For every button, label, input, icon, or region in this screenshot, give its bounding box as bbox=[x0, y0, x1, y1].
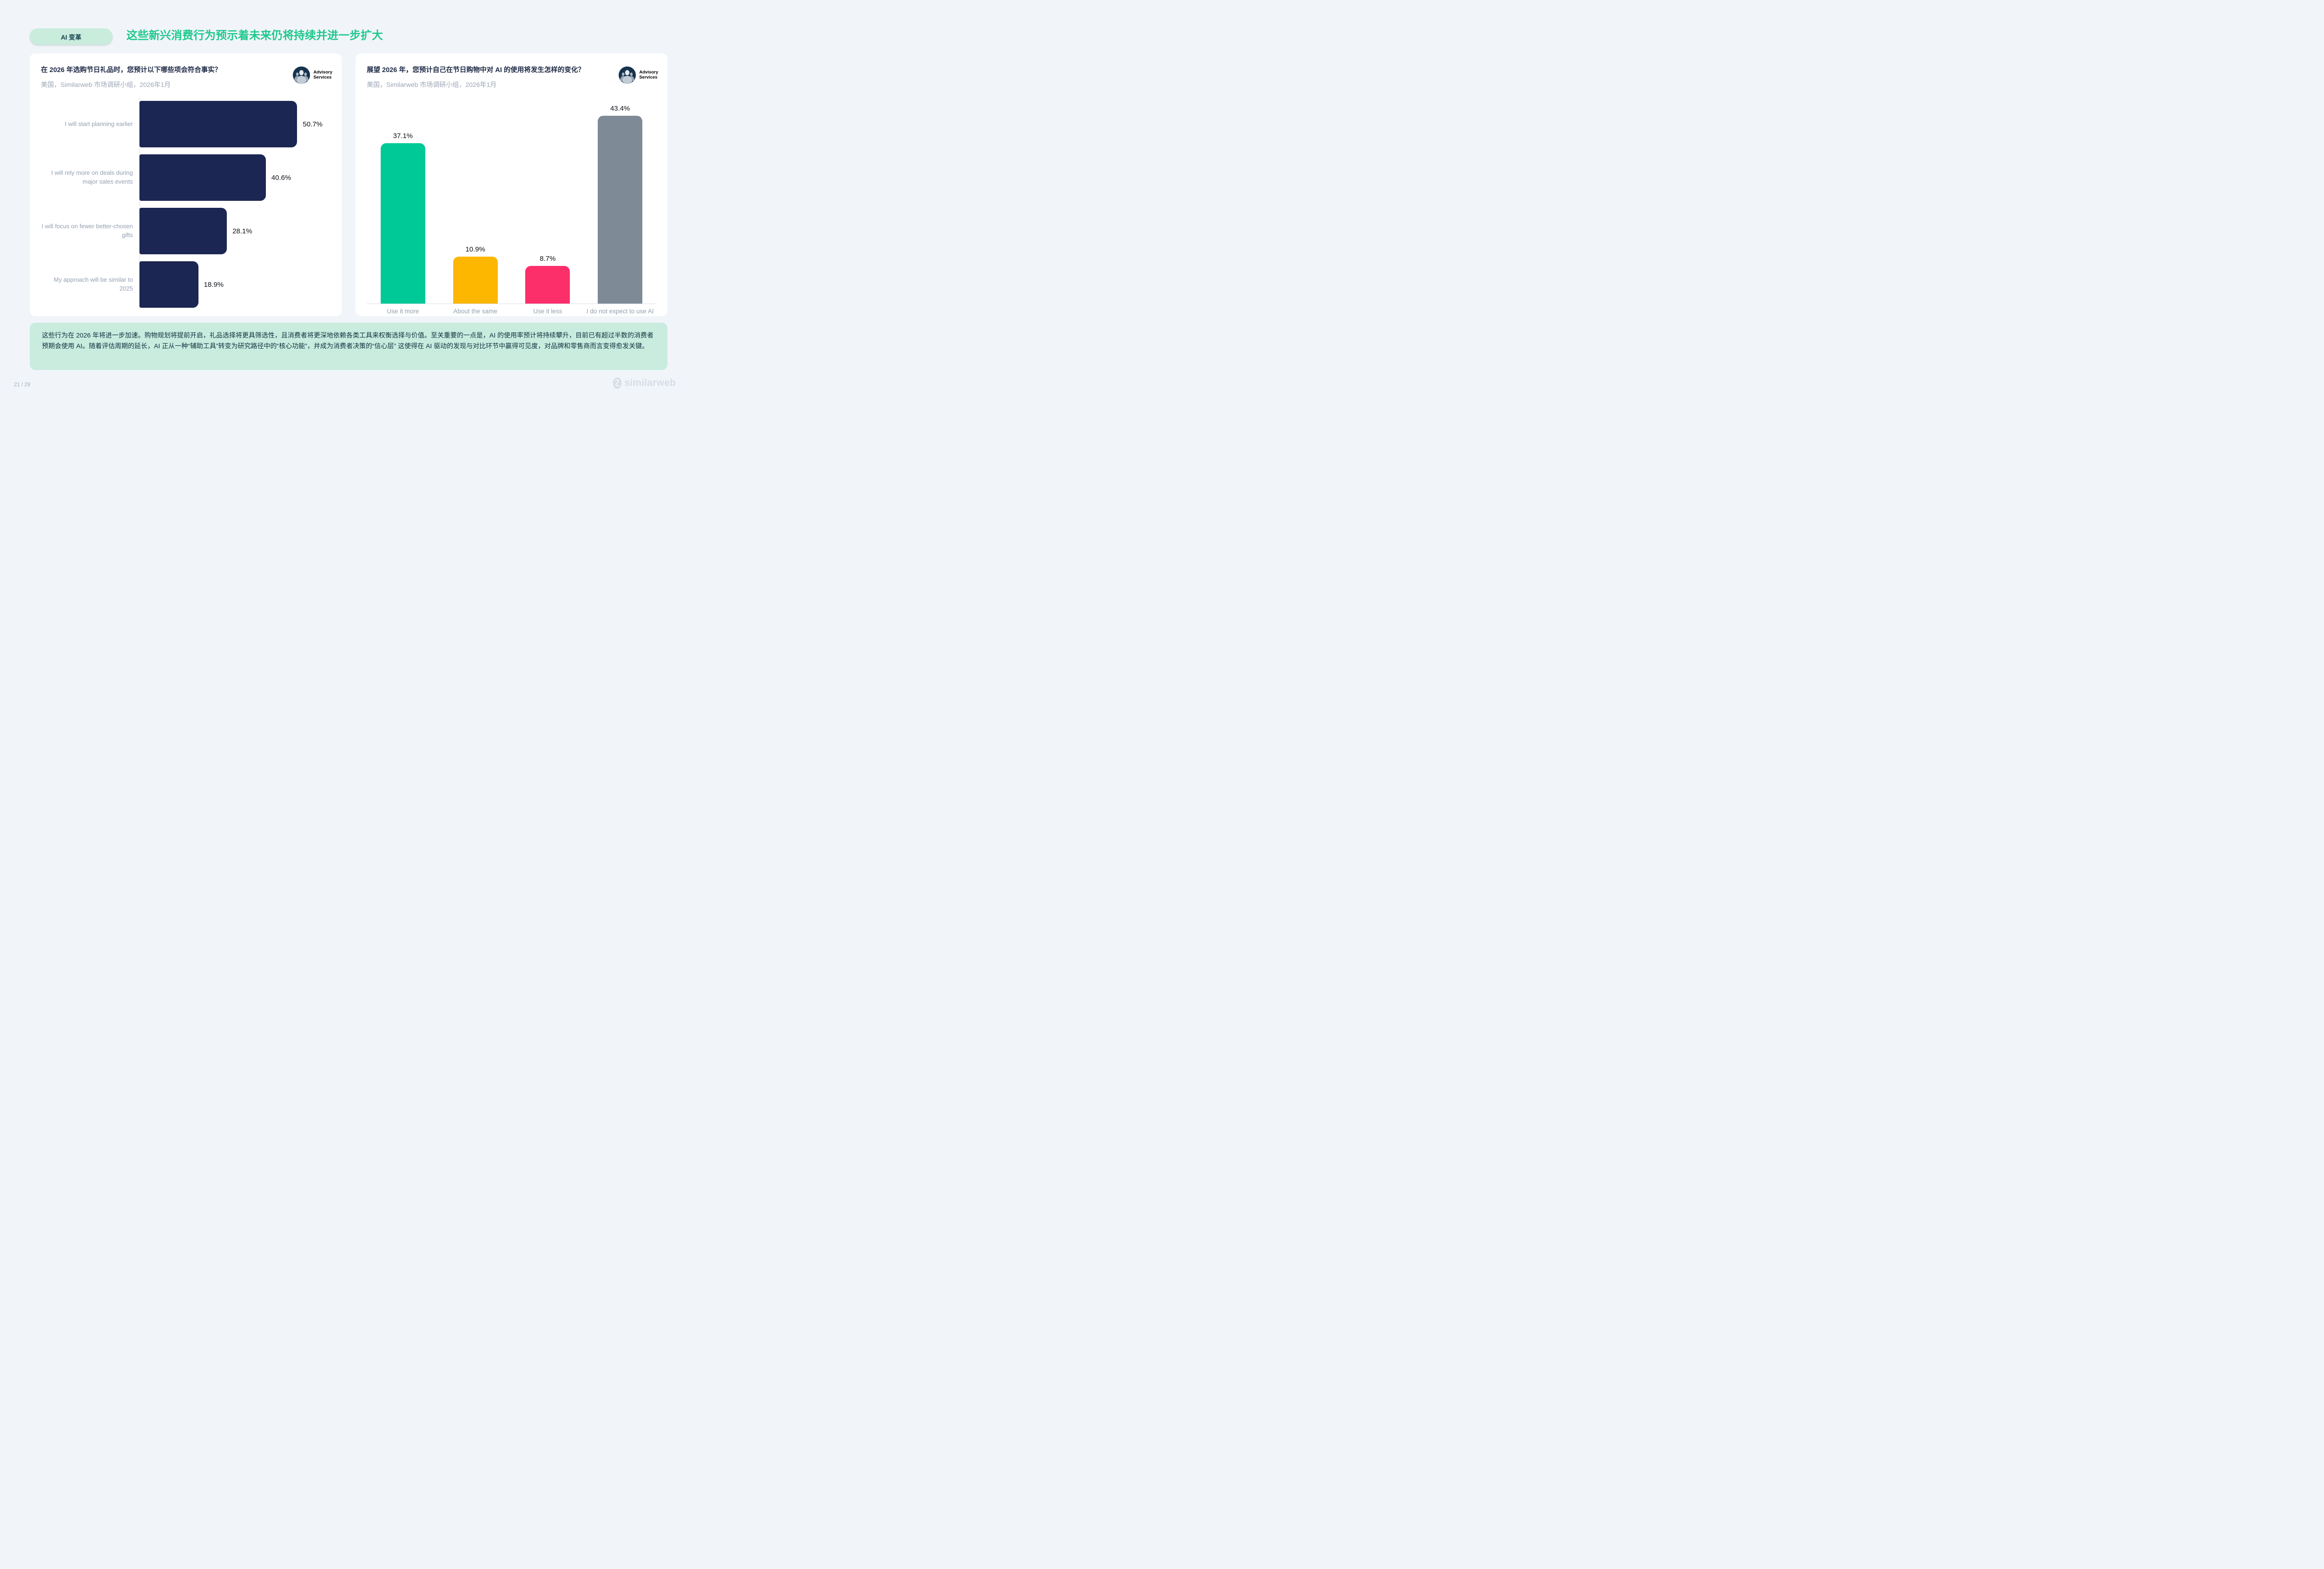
similarweb-wordmark: similarweb bbox=[624, 377, 676, 388]
vertical-bar-chart: 37.1% 10.9% 8.7% 43.4% bbox=[367, 105, 656, 304]
value-label: 43.4% bbox=[610, 105, 630, 113]
bar bbox=[598, 116, 643, 304]
advisory-label-line1: Advisory bbox=[313, 69, 332, 75]
bar-row: I will rely more on deals during major s… bbox=[41, 154, 332, 201]
left-chart-card: 在 2026 年选购节日礼品时，您预计以下哪些项会符合事实？ 美国，Simila… bbox=[30, 53, 342, 316]
left-question: 在 2026 年选购节日礼品时，您预计以下哪些项会符合事实？ bbox=[41, 66, 222, 74]
value-label: 10.9% bbox=[465, 245, 485, 253]
left-source: 美国，Similarweb 市场调研小组，2026年1月 bbox=[41, 81, 171, 89]
bar-column: 8.7% bbox=[512, 105, 584, 304]
page-number: 21 / 29 bbox=[14, 382, 31, 388]
advisory-services-logo: Advisory Services bbox=[619, 66, 658, 84]
category-label: I will focus on fewer better-chosen gift… bbox=[41, 223, 133, 238]
summary-text: 这些行为在 2026 年将进一步加速。购物规划将提前开启，礼品选择将更具筛选性，… bbox=[42, 331, 654, 350]
category-label: Use it less bbox=[533, 308, 562, 315]
advisory-services-logo: Advisory Services bbox=[293, 66, 332, 84]
value-label: 37.1% bbox=[393, 132, 413, 140]
bar bbox=[453, 256, 498, 304]
similarweb-icon bbox=[613, 377, 622, 389]
bar-row: My approach will be similar to 2025 18.9… bbox=[41, 261, 332, 308]
bar-column: 10.9% bbox=[439, 105, 512, 304]
value-label: 50.7% bbox=[303, 120, 323, 128]
right-card-header: 展望 2026 年，您预计自己在节日购物中对 AI 的使用将发生怎样的变化？ 美… bbox=[356, 53, 667, 89]
slide: AI 变革 这些新兴消费行为预示着未来仍将持续并进一步扩大 在 2026 年选购… bbox=[0, 0, 697, 392]
section-badge-label: AI 变革 bbox=[60, 33, 82, 41]
bar bbox=[525, 266, 570, 304]
bar bbox=[139, 208, 227, 254]
x-axis-labels: Use it more About the same Use it less I… bbox=[367, 308, 656, 315]
bar-row: I will focus on fewer better-chosen gift… bbox=[41, 208, 332, 254]
right-source: 美国，Similarweb 市场调研小组，2026年1月 bbox=[367, 81, 497, 89]
section-badge: AI 变革 bbox=[30, 28, 112, 45]
advisory-people-icon bbox=[293, 66, 310, 84]
bar-column: 37.1% bbox=[367, 105, 439, 304]
horizontal-bar-chart: I will start planning earlier 50.7% I wi… bbox=[41, 97, 332, 310]
bar bbox=[380, 143, 425, 304]
advisory-label-line1: Advisory bbox=[639, 69, 658, 75]
bar bbox=[139, 154, 266, 201]
summary-box: 这些行为在 2026 年将进一步加速。购物规划将提前开启，礼品选择将更具筛选性，… bbox=[30, 323, 667, 370]
category-label: About the same bbox=[453, 308, 497, 315]
left-card-header: 在 2026 年选购节日礼品时，您预计以下哪些项会符合事实？ 美国，Simila… bbox=[30, 53, 342, 89]
y-axis-line bbox=[139, 97, 140, 310]
value-label: 28.1% bbox=[232, 227, 252, 235]
category-label: I do not expect to use AI bbox=[586, 308, 654, 315]
value-label: 18.9% bbox=[204, 280, 224, 289]
advisory-label-line2: Services bbox=[313, 74, 332, 80]
advisory-people-icon bbox=[619, 66, 636, 84]
similarweb-logo: similarweb bbox=[613, 377, 676, 389]
category-label: My approach will be similar to 2025 bbox=[53, 276, 133, 292]
value-label: 40.6% bbox=[271, 173, 291, 182]
right-question: 展望 2026 年，您预计自己在节日购物中对 AI 的使用将发生怎样的变化？ bbox=[367, 66, 585, 74]
value-label: 8.7% bbox=[540, 255, 556, 263]
page-title: 这些新兴消费行为预示着未来仍将持续并进一步扩大 bbox=[126, 29, 383, 42]
bar-row: I will start planning earlier 50.7% bbox=[41, 101, 332, 147]
bar bbox=[139, 261, 198, 308]
advisory-label-line2: Services bbox=[639, 74, 658, 80]
category-label: I will start planning earlier bbox=[65, 120, 133, 127]
bar-column: 43.4% bbox=[584, 105, 656, 304]
bar bbox=[139, 101, 297, 147]
category-label: Use it more bbox=[387, 308, 419, 315]
right-chart-card: 展望 2026 年，您预计自己在节日购物中对 AI 的使用将发生怎样的变化？ 美… bbox=[356, 53, 667, 316]
category-label: I will rely more on deals during major s… bbox=[51, 169, 133, 185]
